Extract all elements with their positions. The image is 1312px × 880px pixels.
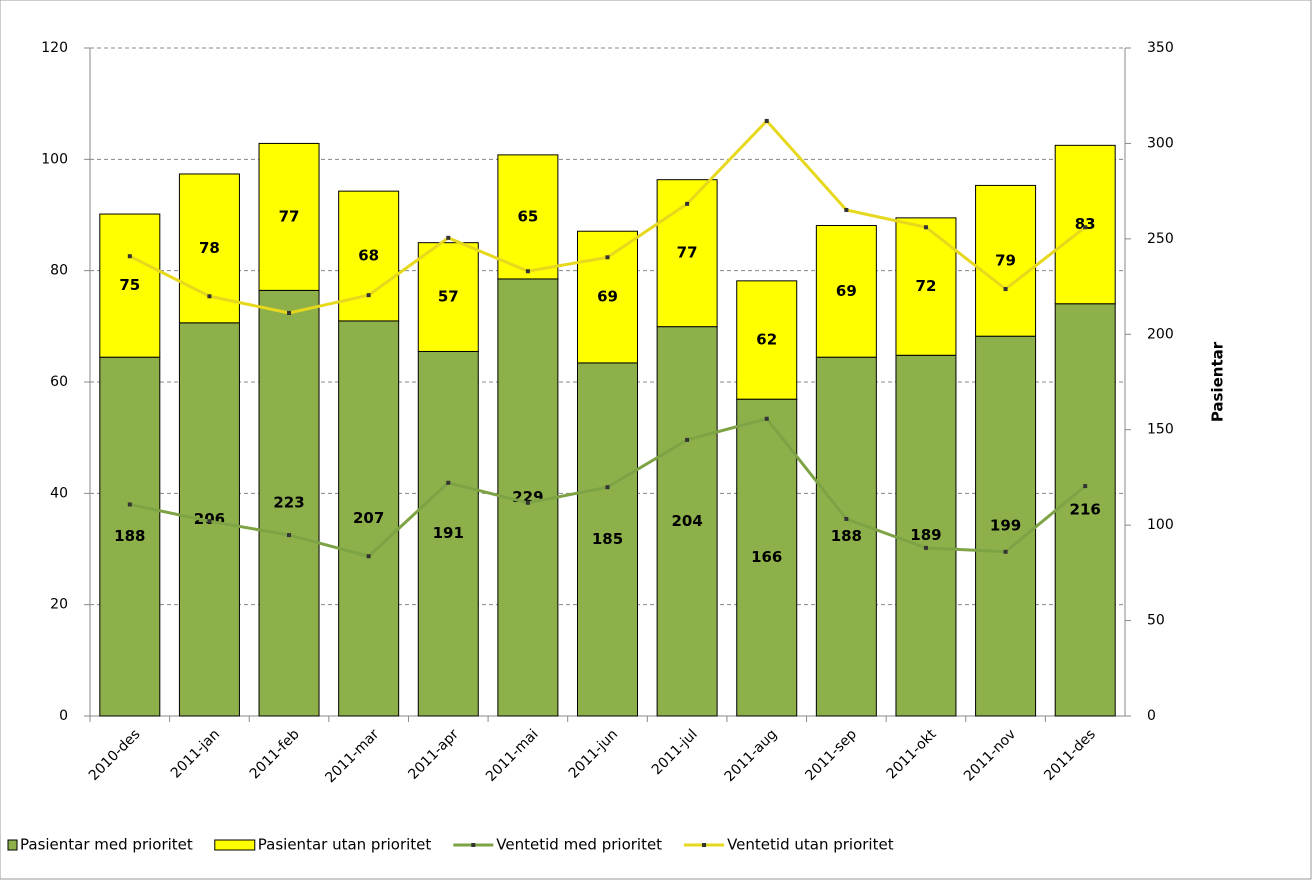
bar — [1054, 144, 1116, 305]
bar — [99, 213, 161, 358]
value-label: 166 — [751, 548, 782, 566]
line-marker — [1083, 484, 1088, 489]
bar — [338, 320, 400, 717]
y2-tick-label: 250 — [1147, 231, 1174, 247]
y-tick-label: 60 — [50, 374, 68, 390]
value-label: 69 — [836, 282, 857, 300]
value-label: 77 — [677, 244, 698, 262]
bar — [497, 154, 559, 280]
bar — [99, 356, 161, 717]
bar — [815, 356, 877, 717]
legend-swatch — [7, 839, 18, 851]
line-marker — [685, 437, 690, 442]
value-label: 223 — [273, 494, 304, 512]
line-marker — [764, 416, 769, 421]
bar — [736, 280, 798, 400]
bar — [577, 362, 638, 717]
bar — [736, 398, 798, 717]
y2-tick-label: 0 — [1147, 708, 1156, 724]
value-label: 188 — [114, 527, 145, 545]
value-label: 79 — [995, 251, 1016, 269]
line-marker — [127, 254, 132, 259]
line-marker — [844, 516, 849, 521]
legend-label: Pasientar med prioritet — [20, 836, 193, 854]
value-label: 199 — [990, 517, 1021, 535]
y-tick-label: 100 — [41, 151, 68, 167]
line-marker — [1083, 225, 1088, 230]
line-marker — [525, 500, 530, 505]
line-marker — [366, 554, 371, 559]
line-marker — [446, 480, 451, 485]
bar — [895, 354, 957, 717]
line-marker — [366, 293, 371, 298]
line-marker — [207, 294, 212, 299]
line-marker — [923, 225, 928, 230]
y2-tick-label: 300 — [1147, 135, 1174, 151]
line-marker — [1003, 549, 1008, 554]
value-label: 75 — [119, 276, 140, 294]
value-label: 204 — [671, 512, 702, 530]
bar — [1054, 303, 1116, 717]
value-label: 62 — [756, 331, 777, 349]
legend-label: Ventetid utan prioritet — [727, 836, 894, 854]
value-label: 207 — [353, 509, 384, 527]
legend-label: Ventetid med prioritet — [496, 836, 662, 854]
value-label: 68 — [358, 247, 379, 265]
bar — [258, 289, 320, 717]
y2-tick-label: 200 — [1147, 326, 1174, 342]
value-label: 188 — [831, 527, 862, 545]
line-marker — [605, 255, 610, 260]
bar — [178, 173, 240, 324]
bar — [815, 224, 877, 358]
line-marker — [605, 485, 610, 490]
y2-axis-title: Pasientar — [1209, 341, 1227, 422]
legend-label: Pasientar utan prioritet — [258, 836, 432, 854]
y-tick-label: 0 — [59, 708, 68, 724]
y2-tick-label: 150 — [1147, 422, 1174, 438]
y-tick-label: 80 — [50, 263, 68, 279]
bar — [417, 350, 479, 717]
legend-swatch — [702, 843, 707, 847]
bar — [895, 217, 957, 356]
value-label: 78 — [199, 239, 220, 257]
line-marker — [844, 207, 849, 212]
value-label: 83 — [1075, 215, 1096, 233]
line-marker — [685, 201, 690, 206]
y-tick-label: 120 — [41, 40, 68, 56]
bar — [258, 142, 320, 291]
value-label: 191 — [433, 524, 464, 542]
line-marker — [287, 310, 292, 315]
bar — [656, 326, 718, 717]
y-tick-label: 40 — [50, 485, 68, 501]
value-label: 72 — [916, 277, 937, 295]
line-marker — [127, 502, 132, 507]
value-label: 185 — [592, 530, 623, 548]
legend-swatch — [471, 843, 476, 847]
bar — [975, 335, 1037, 717]
line-marker — [446, 235, 451, 240]
y2-tick-label: 100 — [1147, 517, 1174, 533]
line-marker — [287, 533, 292, 538]
value-label: 189 — [910, 526, 941, 544]
bar — [975, 184, 1037, 337]
y2-tick-label: 50 — [1147, 613, 1165, 629]
y-tick-label: 20 — [50, 597, 68, 613]
line-marker — [525, 269, 530, 274]
bar — [417, 242, 479, 352]
line-marker — [923, 545, 928, 550]
value-label: 65 — [517, 207, 538, 225]
legend-swatch — [214, 839, 256, 851]
line-marker — [207, 519, 212, 524]
value-label: 216 — [1070, 500, 1101, 518]
value-label: 69 — [597, 288, 618, 306]
bar — [577, 230, 638, 364]
line-marker — [764, 118, 769, 123]
value-label: 77 — [279, 207, 300, 225]
value-label: 57 — [438, 288, 459, 306]
line-marker — [1003, 287, 1008, 292]
y2-tick-label: 350 — [1147, 40, 1174, 56]
